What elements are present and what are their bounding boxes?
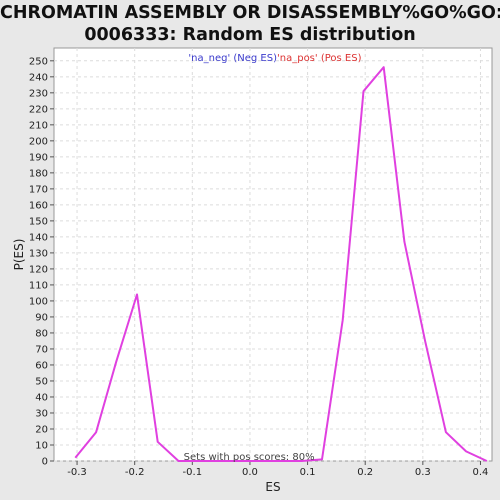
y-axis-label: P(ES) [12, 239, 26, 271]
y-tick-label: 240 [29, 72, 48, 83]
y-tick-label: 80 [35, 328, 48, 339]
chart-title-line1: CHROMATIN ASSEMBLY OR DISASSEMBLY%GO%GO: [0, 3, 500, 23]
y-tick-label: 0 [42, 457, 48, 468]
chart-title-line2: 0006333: Random ES distribution [84, 25, 416, 45]
y-tick-label: 190 [29, 152, 48, 163]
y-tick-label: 130 [29, 248, 48, 259]
y-tick-label: 150 [29, 216, 48, 227]
x-axis-label: ES [265, 480, 280, 494]
x-tick-label: 0.0 [242, 467, 258, 478]
x-tick-label: 0.4 [473, 467, 489, 478]
plot-area [53, 47, 493, 462]
y-tick-label: 140 [29, 232, 48, 243]
y-tick-label: 110 [29, 280, 48, 291]
series-line-1 [74, 66, 488, 462]
axis-ticks: 0 10 20 30 40 50 60 70 80 90 100 110 120 130 140 150 160… [29, 56, 489, 478]
legend-item-neg: 'na_neg' (Neg ES) [188, 53, 277, 64]
legend-item-pos: 'na_pos' (Pos ES) [277, 53, 362, 64]
y-tick-label: 180 [29, 168, 48, 179]
y-tick-label: 100 [29, 296, 48, 307]
y-tick-label: 250 [29, 56, 48, 67]
x-tick-label: -0.2 [125, 467, 145, 478]
y-tick-label: 120 [29, 264, 48, 275]
annotation-pos-scores: Sets with pos scores: 80% [184, 452, 315, 463]
legend: 'na_neg' (Neg ES) 'na_pos' (Pos ES) [188, 53, 361, 64]
y-tick-label: 40 [35, 392, 48, 403]
y-tick-label: 200 [29, 136, 48, 147]
y-tick-label: 160 [29, 200, 48, 211]
y-tick-label: 60 [35, 360, 48, 371]
y-tick-label: 170 [29, 184, 48, 195]
grid [54, 48, 492, 462]
x-tick-label: 0.1 [300, 467, 316, 478]
y-tick-label: 50 [35, 376, 48, 387]
y-tick-label: 210 [29, 120, 48, 131]
y-tick-label: 70 [35, 344, 48, 355]
x-tick-label: -0.3 [67, 467, 87, 478]
x-tick-label: 0.2 [357, 467, 373, 478]
y-tick-label: 90 [35, 312, 48, 323]
y-tick-label: 10 [35, 440, 48, 451]
y-tick-label: 30 [35, 408, 48, 419]
series-layer [74, 66, 488, 462]
y-tick-label: 20 [35, 424, 48, 435]
x-tick-label: 0.3 [415, 467, 431, 478]
y-tick-label: 220 [29, 104, 48, 115]
x-tick-label: -0.1 [183, 467, 203, 478]
y-tick-label: 230 [29, 88, 48, 99]
